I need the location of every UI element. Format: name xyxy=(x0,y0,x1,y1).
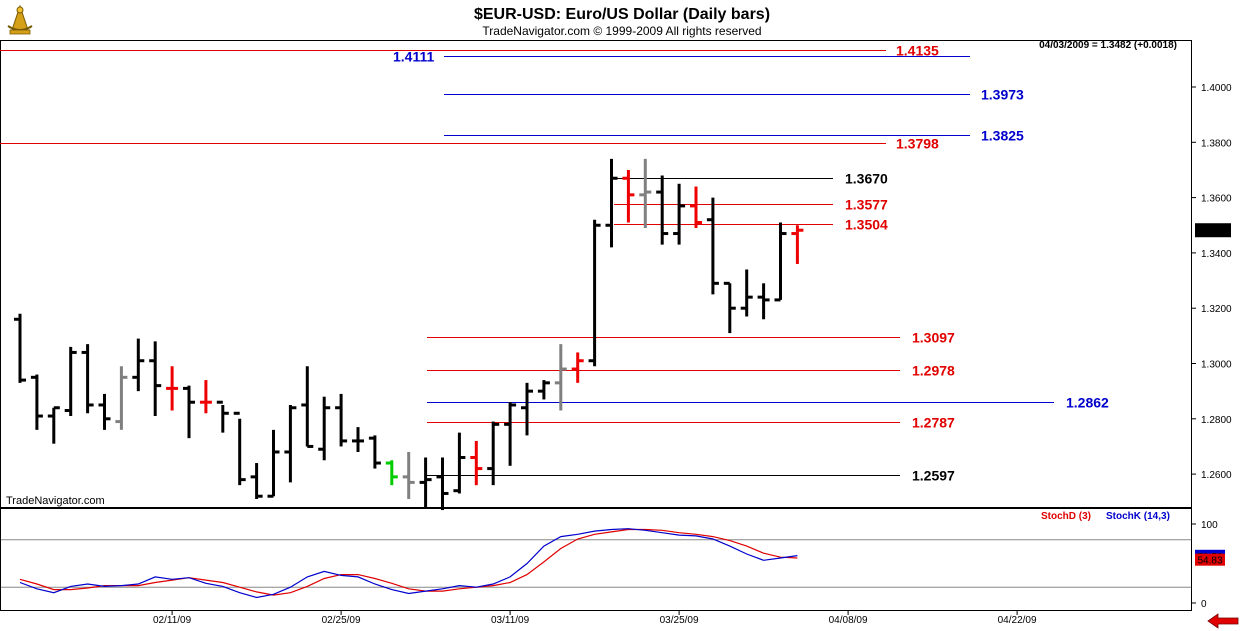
stochastic-panel: 100059.7654.83 xyxy=(1,520,1225,610)
level-label: 1.3097 xyxy=(912,330,955,346)
price-tick-label: 1.4000 xyxy=(1201,83,1232,94)
chart-title: $EUR-USD: Euro/US Dollar (Daily bars) xyxy=(474,6,770,23)
ohlc-bar xyxy=(64,346,77,417)
red-left-arrow-icon[interactable] xyxy=(1207,613,1239,629)
level-label: 1.3798 xyxy=(896,136,939,152)
last-price-marker: 1.3482 xyxy=(1195,223,1231,238)
stochK-line xyxy=(19,528,798,599)
ohlc-bars xyxy=(14,158,804,511)
ohlc-bar xyxy=(487,421,500,486)
price-tick-label: 1.2800 xyxy=(1201,415,1232,426)
ohlc-bar xyxy=(183,385,195,439)
level-label: 1.4111 xyxy=(393,49,434,65)
date-tick-label: 03/25/09 xyxy=(660,615,699,626)
stochD-value-box xyxy=(1195,553,1225,566)
ohlc-bar xyxy=(81,344,94,414)
ohlc-bar xyxy=(690,186,702,229)
last-price-label: 1.3482 xyxy=(1198,226,1229,237)
level-label: 1.2862 xyxy=(1066,395,1109,411)
watermark-text: TradeNavigator.com xyxy=(6,495,105,507)
ohlc-bar xyxy=(14,313,26,383)
ohlc-bar xyxy=(740,269,753,317)
level-label: 1.2787 xyxy=(912,415,955,431)
date-tick-label: 02/25/09 xyxy=(322,615,361,626)
ohlc-bar xyxy=(98,393,111,430)
ohlc-bar xyxy=(673,183,686,245)
level-label: 1.3577 xyxy=(845,197,888,213)
stochD-line xyxy=(19,528,798,596)
ohlc-bar xyxy=(47,406,60,444)
quote-text: 04/03/2009 = 1.3482 (+0.0018) xyxy=(1039,40,1177,51)
level-label: 1.2597 xyxy=(912,468,955,484)
ohlc-bar xyxy=(504,402,517,466)
price-tick-label: 1.3400 xyxy=(1201,249,1232,260)
ohlc-bar xyxy=(656,175,669,245)
stochK-legend: StochK (14,3) xyxy=(1106,511,1170,522)
ohlc-bar xyxy=(419,457,432,508)
price-axis: 1.4000 1.3800 1.3600 1.3400 1.3200 1.3000 1.28… xyxy=(1191,83,1232,481)
ohlc-bar xyxy=(149,341,162,417)
ohlc-bar xyxy=(402,451,415,499)
level-label: 1.3973 xyxy=(981,87,1024,103)
sextant-logo-icon[interactable] xyxy=(7,4,33,35)
level-label: 1.3670 xyxy=(845,171,888,187)
ohlc-bar xyxy=(706,197,719,295)
ohlc-bar xyxy=(284,404,297,483)
stoch-tick-label: 100 xyxy=(1201,520,1218,531)
copyright-text: TradeNavigator.com © 1999-2009 All right… xyxy=(482,24,761,38)
price-tick-label: 1.3600 xyxy=(1201,194,1232,205)
date-tick-label: 02/11/09 xyxy=(153,615,192,626)
ohlc-bar xyxy=(335,393,348,447)
ohlc-bar xyxy=(521,382,533,436)
ohlc-bar xyxy=(267,429,280,498)
ohlc-bar xyxy=(385,460,398,486)
ohlc-bar xyxy=(622,169,635,223)
ohlc-bar xyxy=(791,225,804,264)
ohlc-bar xyxy=(233,411,246,486)
ohlc-bar xyxy=(470,440,483,486)
ohlc-bar xyxy=(318,396,331,461)
level-label: 1.2978 xyxy=(912,363,955,379)
ohlc-bar xyxy=(605,158,618,248)
price-tick-label: 1.3000 xyxy=(1201,360,1232,371)
ohlc-bar xyxy=(199,380,212,414)
level-label: 1.3504 xyxy=(845,217,888,233)
stochD-value-label: 54.83 xyxy=(1197,556,1222,567)
ohlc-bar xyxy=(537,380,550,400)
ohlc-bar xyxy=(115,366,128,430)
price-tick-label: 1.3800 xyxy=(1201,138,1232,149)
price-tick-label: 1.2600 xyxy=(1201,470,1232,481)
ohlc-bar xyxy=(639,158,652,229)
ohlc-bar xyxy=(453,432,466,494)
ohlc-bar xyxy=(166,366,179,411)
stoch-panel xyxy=(0,508,1192,611)
ohlc-bar xyxy=(554,344,567,411)
ohlc-bar xyxy=(723,281,736,334)
stoch-tick-label: 0 xyxy=(1201,599,1207,610)
date-tick-label: 03/11/09 xyxy=(491,615,530,626)
ohlc-bar xyxy=(30,374,43,430)
date-axis: 02/11/09 02/25/09 03/11/09 03/25/09 04/08/09… xyxy=(153,611,1037,626)
level-label: 1.4135 xyxy=(896,43,939,59)
ohlc-bar xyxy=(368,435,381,469)
ohlc-bar xyxy=(757,283,770,320)
ohlc-bar xyxy=(588,219,601,367)
level-label: 1.3825 xyxy=(981,128,1024,144)
ohlc-bar xyxy=(250,463,263,499)
price-tick-label: 1.3200 xyxy=(1201,304,1232,315)
ohlc-bar xyxy=(216,400,229,433)
stochD-legend: StochD (3) xyxy=(1041,511,1091,522)
date-tick-label: 04/22/09 xyxy=(998,615,1037,626)
level-lines: 1.4135 1.4111 1.3973 1.3825 1.3798 1.3670 1.35… xyxy=(0,43,1109,484)
date-tick-label: 04/08/09 xyxy=(829,615,868,626)
ohlc-bar xyxy=(774,222,787,302)
ohlc-bar xyxy=(571,352,584,383)
ohlc-bar xyxy=(352,427,364,452)
ohlc-bar xyxy=(301,366,314,448)
ohlc-bar xyxy=(436,457,449,511)
ohlc-bar xyxy=(132,338,145,392)
